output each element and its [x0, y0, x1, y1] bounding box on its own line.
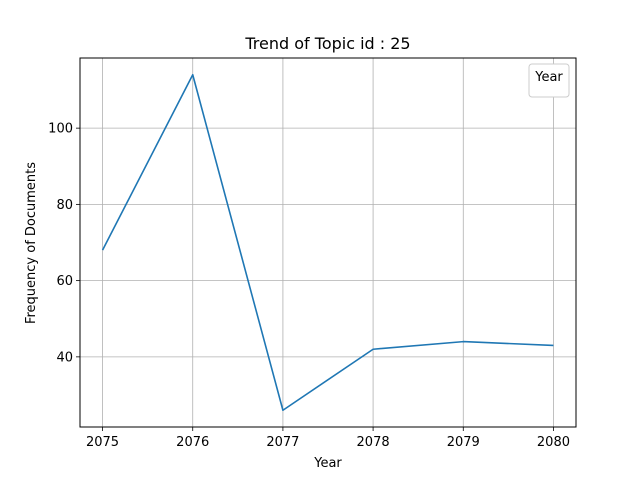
x-tick-label: 2076 — [176, 435, 209, 450]
series-line — [101, 73, 554, 412]
legend-title: Year — [534, 70, 563, 85]
x-axis: 2075 2076 2077 2078 2079 2080 — [86, 427, 570, 450]
plot-area — [80, 58, 576, 427]
chart-title: Trend of Topic id : 25 — [244, 34, 410, 53]
x-tick-label: 2077 — [266, 435, 299, 450]
plot-frame — [79, 57, 577, 428]
y-tick-label: 60 — [56, 274, 73, 289]
x-axis-label: Year — [313, 456, 342, 471]
grid — [80, 58, 576, 427]
y-tick-label: 40 — [56, 350, 73, 365]
x-tick-label: 2078 — [357, 435, 390, 450]
x-tick-label: 2080 — [537, 435, 570, 450]
legend: Year — [528, 63, 570, 98]
legend-box — [528, 63, 570, 98]
y-axis-label: Frequency of Documents — [24, 162, 39, 324]
x-tick-label: 2079 — [447, 435, 480, 450]
x-tick-label: 2075 — [86, 435, 119, 450]
y-tick-label: 100 — [48, 122, 73, 137]
y-tick-label: 80 — [56, 198, 73, 213]
series-layer — [101, 73, 554, 412]
y-axis: 40 60 80 100 — [48, 122, 80, 365]
